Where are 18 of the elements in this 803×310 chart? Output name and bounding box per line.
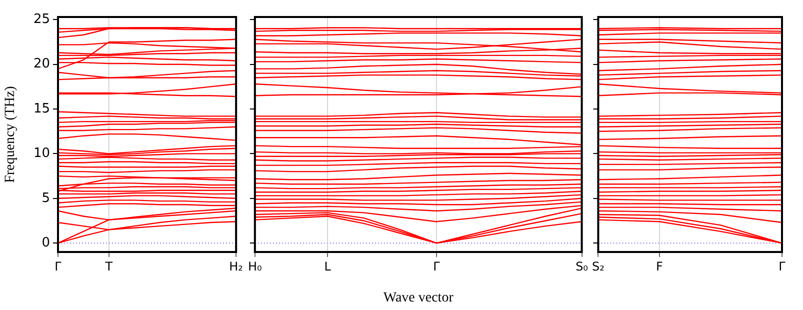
x-tick-label: Γ (433, 259, 440, 274)
y-tick-label: 0 (42, 235, 50, 250)
x-tick-label: Γ (54, 259, 62, 274)
x-tick-label: Γ (778, 259, 786, 274)
y-axis-title: Frequency (THz) (3, 86, 18, 183)
x-tick-label: H₂ (229, 259, 244, 274)
x-axis-title: Wave vector (383, 290, 454, 306)
y-tick-label: 5 (42, 190, 50, 206)
x-tick-label: L (324, 259, 332, 274)
y-tick-label: 25 (33, 12, 50, 28)
x-tick-label: F (656, 259, 664, 274)
x-tick-label: T (104, 259, 114, 274)
y-tick-label: 20 (33, 56, 50, 72)
x-tick-label: S₀ (576, 259, 588, 274)
y-tick-label: 15 (33, 101, 50, 116)
y-tick-label: 10 (33, 146, 50, 162)
x-tick-label: H₀ (248, 259, 262, 274)
x-tick-label: S₂ (592, 259, 605, 274)
